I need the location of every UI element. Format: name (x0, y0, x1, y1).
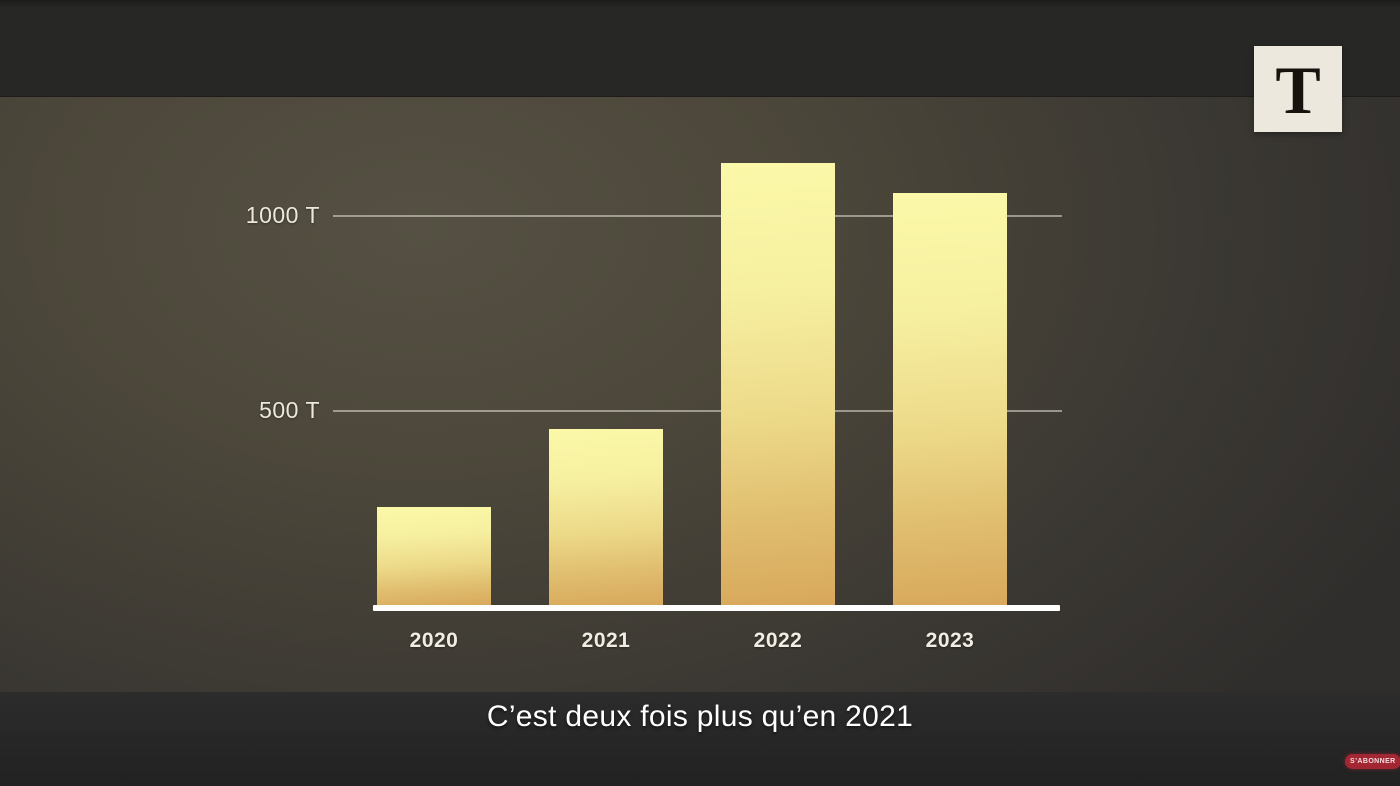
subtitle-caption: C’est deux fois plus qu’en 2021 (486, 700, 914, 733)
top-letterbox-band (0, 0, 1400, 97)
gridline-500 (333, 410, 1062, 412)
x-axis-label-2022: 2022 (753, 629, 803, 652)
x-axis-label-2020: 2020 (409, 629, 459, 652)
x-axis-label-2023: 2023 (925, 629, 975, 652)
caption-band (0, 692, 1400, 786)
x-axis-label-2021: 2021 (581, 629, 631, 652)
bar-2020 (377, 507, 491, 606)
bar-2022 (721, 163, 835, 606)
subscribe-badge[interactable]: S’ABONNER (1345, 754, 1400, 769)
channel-logo: T (1254, 46, 1342, 132)
bar-2021 (549, 429, 663, 606)
channel-logo-letter-icon: T (1275, 52, 1321, 128)
y-tick-label-1000: 1000 T (245, 202, 320, 228)
subscribe-badge-label: S’ABONNER (1350, 758, 1396, 765)
chart-background (0, 97, 1400, 692)
gridline-1000 (333, 215, 1062, 217)
bar-2023 (893, 193, 1007, 606)
x-axis-line (373, 605, 1060, 611)
y-tick-label-500: 500 T (259, 397, 320, 423)
